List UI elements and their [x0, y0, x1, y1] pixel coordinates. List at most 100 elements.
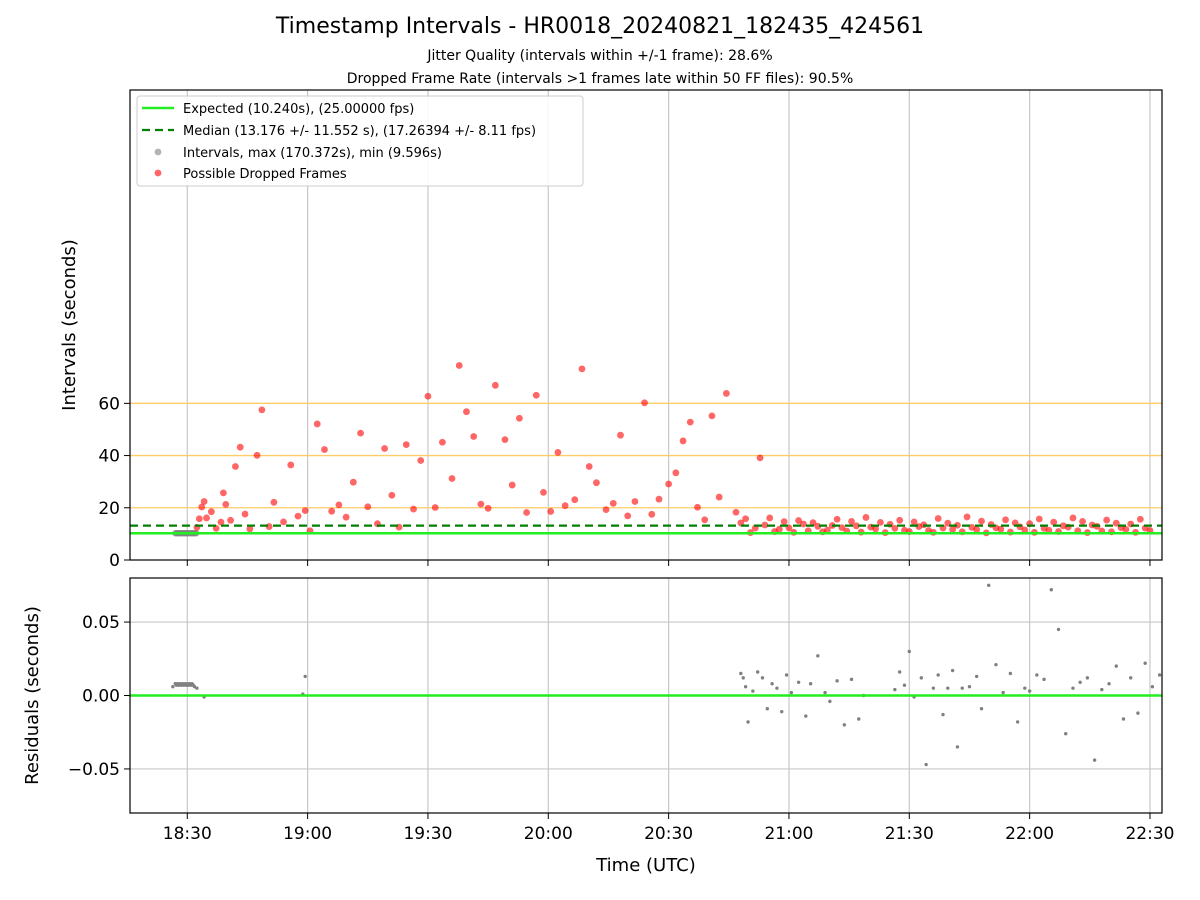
dropped-frame-point — [448, 475, 456, 482]
dropped-frame-point — [270, 498, 278, 506]
dropped-frame-point — [1156, 0, 1163, 3]
dropped-frame-point — [424, 392, 432, 400]
x-tick-label: 21:30 — [885, 824, 934, 844]
residual-point — [1015, 720, 1020, 724]
residual-point — [303, 674, 307, 679]
residual-point — [857, 717, 861, 721]
legend-label: Possible Dropped Frames — [183, 167, 347, 182]
residual-point — [1085, 676, 1090, 680]
residual-point — [1157, 673, 1162, 677]
dropped-frame-point — [708, 412, 716, 420]
dropped-frame-point — [258, 406, 266, 414]
residual-point — [979, 707, 984, 711]
dropped-frame-point — [862, 514, 870, 521]
legend-label: Median (13.176 +/- 11.552 s), (17.26394 … — [183, 124, 536, 139]
dropped-frame-point — [554, 449, 562, 456]
dropped-frame-point — [732, 508, 740, 516]
dropped-frame-point — [246, 525, 254, 533]
dropped-frame-point — [236, 443, 244, 451]
dropped-frame-point — [824, 526, 831, 534]
dropped-frame-point — [388, 491, 396, 499]
residual-point — [743, 684, 748, 689]
dropped-frame-point — [665, 480, 673, 488]
residual-point — [924, 762, 928, 767]
x-tick-label: 19:30 — [403, 824, 452, 844]
dropped-frame-point — [910, 518, 918, 526]
bottom-y-tick-label: 0.05 — [82, 613, 120, 633]
dropped-frame-point — [672, 469, 680, 477]
dropped-frame-point — [949, 526, 957, 533]
x-tick-label: 21:00 — [764, 824, 813, 844]
dropped-frame-point — [872, 525, 880, 533]
dropped-frame-point — [997, 525, 1005, 533]
dropped-frame-rate-subtitle: Dropped Frame Rate (intervals >1 frames … — [346, 71, 854, 87]
dropped-frame-point — [241, 510, 249, 518]
dropped-frame-point — [349, 478, 357, 486]
dropped-frame-point — [381, 445, 389, 452]
dropped-frame-point — [1079, 517, 1086, 525]
residual-point — [789, 690, 794, 695]
dropped-frame-point — [212, 525, 220, 532]
dropped-frame-point — [1045, 526, 1053, 534]
dropped-frame-point — [686, 418, 694, 426]
dropped-frame-point — [1151, 0, 1158, 3]
dropped-frame-point — [321, 446, 328, 453]
dropped-frame-point — [775, 525, 783, 533]
bottom-y-axis-label: Residuals (seconds) — [22, 606, 43, 785]
dropped-frame-point — [1112, 519, 1120, 527]
x-tick-label: 22:00 — [1005, 824, 1054, 844]
x-tick-label: 18:30 — [163, 824, 212, 844]
residual-point — [1129, 676, 1133, 680]
dropped-frame-point — [1021, 526, 1029, 534]
dropped-frame-point — [756, 454, 764, 462]
residual-point — [960, 686, 964, 690]
dropped-frame-point — [780, 518, 788, 526]
dropped-frame-point — [891, 525, 899, 532]
dropped-frame-point — [470, 433, 478, 440]
residual-point — [816, 654, 820, 658]
dropped-frame-point — [280, 518, 287, 526]
dropped-frame-point — [1103, 516, 1111, 524]
residual-point — [1027, 689, 1032, 693]
dropped-frame-point — [417, 457, 425, 464]
residual-point — [171, 684, 175, 689]
dropped-frame-point — [742, 515, 750, 523]
x-tick-label: 20:00 — [524, 824, 573, 844]
residual-point — [987, 583, 991, 588]
dropped-frame-point — [609, 499, 617, 507]
residual-point — [746, 720, 750, 724]
legend-label: Intervals, max (170.372s), min (9.596s) — [183, 146, 442, 161]
dropped-frame-point — [877, 519, 884, 526]
residual-point — [1071, 686, 1075, 690]
dropped-frame-point — [848, 517, 855, 525]
dropped-frame-point — [207, 508, 215, 516]
dropped-frame-point — [833, 515, 841, 523]
residual-point — [941, 712, 945, 717]
dropped-frame-point — [410, 505, 417, 513]
residual-point — [1092, 758, 1097, 762]
dropped-frame-point — [1050, 518, 1058, 526]
top-y-tick-label: 0 — [109, 551, 120, 571]
dropped-frame-point — [222, 500, 230, 508]
residual-point — [946, 686, 950, 690]
residual-point — [796, 680, 801, 684]
top-axes-frame — [129, 89, 1163, 561]
top-y-tick-label: 40 — [98, 447, 120, 467]
residual-point — [808, 682, 813, 686]
legend-label: Expected (10.240s), (25.00000 fps) — [183, 102, 414, 117]
dropped-frame-point — [973, 526, 981, 534]
top-y-tick-label: 20 — [98, 499, 120, 519]
residual-point — [784, 673, 789, 677]
dropped-frame-point — [523, 509, 531, 516]
residual-point — [1121, 717, 1126, 721]
x-axis-label: Time (UTC) — [595, 855, 696, 876]
residual-point — [955, 745, 960, 749]
dropped-frame-point — [631, 498, 639, 505]
residual-point — [755, 670, 760, 674]
dropped-frame-point — [547, 508, 555, 515]
dropped-frame-point — [477, 500, 485, 508]
dropped-frame-point — [253, 451, 261, 459]
dropped-frame-point — [1136, 515, 1144, 523]
x-tick-label: 22:30 — [1125, 824, 1174, 844]
residual-point — [1042, 677, 1046, 682]
